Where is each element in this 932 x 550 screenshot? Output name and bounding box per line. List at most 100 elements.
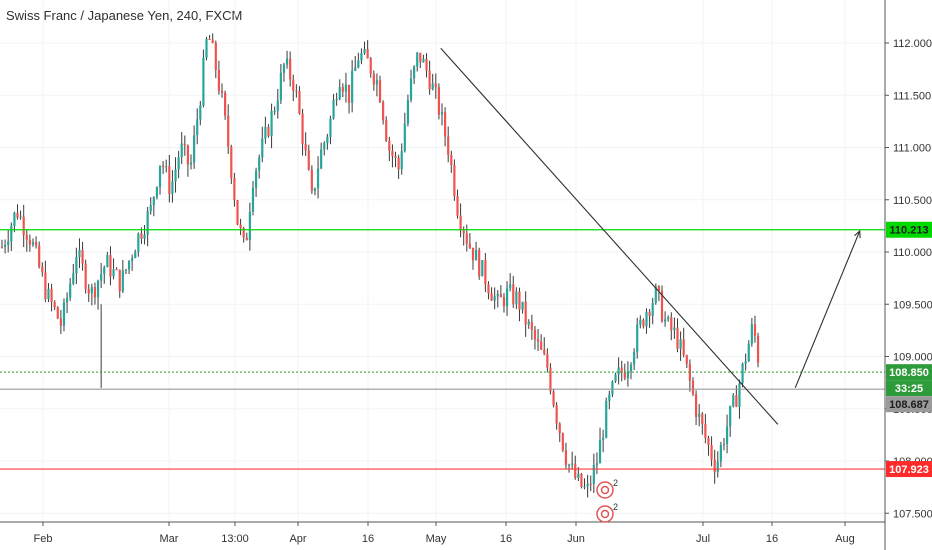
candle-body	[121, 270, 124, 292]
candle-body	[193, 135, 196, 163]
candle-body	[375, 80, 379, 85]
candle-body	[682, 339, 685, 356]
candle-body	[744, 361, 747, 364]
candle-body	[202, 57, 205, 106]
candle-body	[474, 250, 478, 261]
candle-body	[220, 90, 224, 93]
candle-body	[279, 72, 282, 101]
candle-body	[602, 437, 605, 440]
candle-body	[158, 165, 162, 188]
candle-body	[329, 118, 332, 137]
candle-body	[642, 319, 645, 327]
candle-body	[208, 38, 211, 40]
candle-body	[360, 53, 363, 61]
candle-body	[72, 273, 75, 284]
candle-body	[165, 166, 168, 168]
candle-body	[143, 234, 146, 239]
candle-body	[580, 473, 583, 487]
y-tick-label: 107.500	[893, 508, 932, 520]
candle-body	[512, 284, 515, 305]
candle-body	[732, 395, 735, 407]
candle-body	[533, 329, 537, 340]
candle-body	[574, 463, 577, 478]
candle-body	[276, 100, 279, 111]
candle-body	[363, 49, 366, 54]
candle-body	[719, 445, 722, 462]
candle-body	[657, 286, 661, 291]
candle-body	[605, 400, 608, 438]
candle-body	[530, 321, 533, 330]
candle-body	[704, 423, 707, 439]
candle-body	[648, 311, 651, 316]
candle-body	[698, 413, 701, 418]
candle-body	[555, 405, 558, 424]
candle-body	[571, 463, 574, 465]
candle-body	[443, 112, 447, 137]
candle-body	[440, 112, 444, 115]
candle-body	[341, 87, 344, 92]
candle-body	[304, 143, 307, 151]
candle-body	[124, 269, 128, 271]
candle-body	[28, 239, 31, 245]
candle-body	[536, 339, 540, 342]
candle-body	[524, 301, 527, 325]
price-label-108687: 108.687	[889, 399, 929, 411]
candle-body	[471, 247, 475, 261]
y-tick-label: 111.000	[893, 143, 931, 155]
candle-body	[332, 100, 335, 119]
candle-body	[481, 260, 484, 277]
candle-body	[409, 78, 413, 100]
candle-body	[716, 461, 719, 473]
candle-body	[583, 486, 586, 488]
candle-body	[378, 80, 382, 103]
y-tick-label: 109.000	[893, 352, 932, 364]
price-label-110213-bg	[886, 221, 932, 238]
candle-body	[722, 444, 726, 446]
candle-body	[738, 383, 741, 407]
candle-body	[10, 225, 13, 242]
candle-body	[84, 263, 87, 290]
price-label-108850: 108.850	[889, 367, 929, 379]
candle-body	[59, 318, 62, 326]
event-badge-inner	[600, 485, 610, 495]
candle-body	[230, 146, 233, 178]
candle-body	[93, 287, 97, 298]
candle-body	[56, 307, 59, 319]
candle-body	[211, 39, 214, 43]
candle-body	[747, 343, 750, 362]
candle-body	[493, 296, 496, 301]
candle-body	[419, 52, 422, 63]
candle-body	[109, 255, 112, 277]
candle-body	[13, 212, 16, 226]
candle-body	[171, 181, 174, 195]
candle-body	[527, 321, 530, 325]
candle-body	[629, 364, 633, 372]
event-badge-inner	[600, 509, 610, 519]
countdown-label-bg	[886, 380, 932, 397]
candle-body	[425, 58, 428, 71]
candle-body	[468, 243, 471, 248]
candle-body	[53, 301, 56, 308]
candle-body	[270, 111, 273, 137]
candle-body	[521, 301, 524, 310]
projection-arrow	[794, 230, 861, 389]
candle-body	[298, 90, 301, 114]
candle-body	[112, 269, 115, 277]
candle-body	[620, 367, 623, 373]
candle-body	[313, 188, 317, 191]
candle-body	[258, 157, 261, 171]
candle-body	[19, 216, 22, 218]
candle-body	[388, 140, 391, 151]
candle-body	[701, 413, 704, 424]
candle-body	[651, 302, 654, 316]
candle-body	[351, 70, 354, 103]
candle-body	[310, 169, 313, 191]
candle-body	[199, 105, 202, 120]
candle-body	[577, 473, 580, 478]
candle-body	[437, 87, 441, 115]
candle-body	[478, 250, 481, 277]
candle-body	[295, 90, 298, 92]
candle-body	[115, 269, 118, 271]
candle-body	[50, 288, 53, 302]
